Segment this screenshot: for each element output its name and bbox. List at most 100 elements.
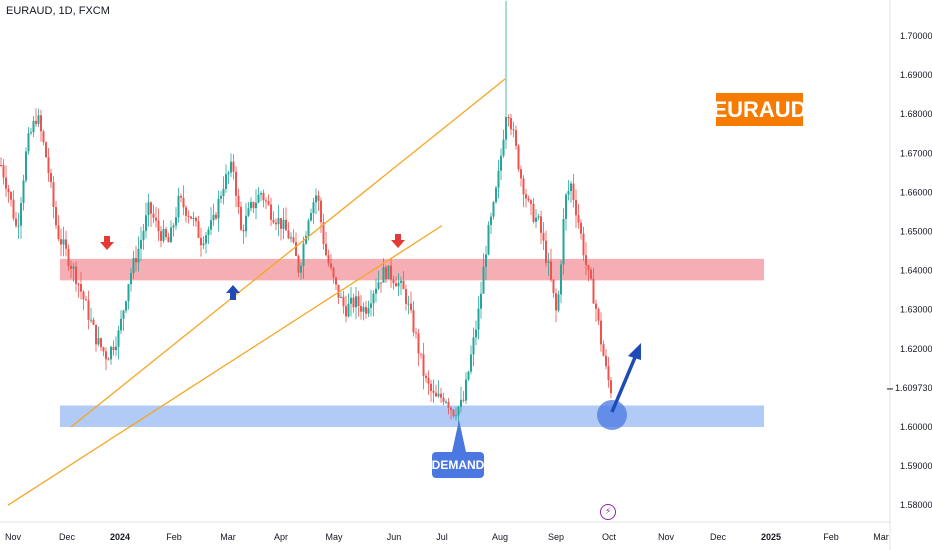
candle-body — [602, 344, 605, 356]
candle-body — [0, 165, 2, 167]
candle-body — [490, 216, 492, 225]
candle-body — [292, 237, 295, 243]
price-tick-label: 1.66000 — [900, 187, 932, 197]
candle-body — [95, 324, 97, 345]
candle-body — [52, 182, 55, 207]
candle-body — [590, 269, 592, 279]
candle-body — [85, 299, 87, 301]
candle-body — [352, 297, 355, 308]
candle-body — [177, 195, 180, 218]
candle-body — [397, 282, 400, 287]
demand-label: DEMAND — [432, 452, 484, 478]
channel-lower-line — [7, 225, 443, 506]
time-tick-label: Nov — [658, 532, 675, 542]
candle-body — [415, 332, 417, 334]
candle-body — [272, 219, 275, 223]
candle-body — [35, 120, 37, 124]
candle-body — [205, 235, 207, 244]
current-price-label: 1.60973 — [895, 383, 928, 393]
candle-body — [335, 277, 337, 285]
candle-body — [165, 229, 167, 237]
bounce-arrow-head-icon — [628, 343, 641, 360]
candle-body — [405, 289, 407, 304]
candle-body — [150, 202, 152, 214]
time-tick-label: Sep — [548, 532, 564, 542]
candle-body — [375, 288, 377, 294]
candle-body — [572, 183, 575, 201]
candle-body — [330, 263, 332, 268]
candle-body — [445, 401, 447, 403]
candle-body — [185, 207, 187, 216]
candle-body — [492, 202, 495, 217]
candle-body — [17, 225, 20, 227]
candle-body — [365, 307, 367, 314]
candle-body — [145, 215, 147, 231]
symbol-badge: EURAUD — [712, 93, 807, 126]
lightning-icon[interactable]: ⚡ — [600, 504, 616, 520]
candle-body — [327, 255, 330, 264]
candle-body — [437, 393, 440, 397]
candle-body — [20, 203, 22, 226]
candle-body — [600, 320, 602, 345]
candle-body — [312, 202, 315, 214]
price-tick-label: 1.59000 — [900, 461, 932, 471]
candle-body — [235, 171, 237, 196]
candle-body — [595, 303, 597, 309]
candle-body — [547, 261, 550, 263]
blue-up-arrow-icon — [226, 285, 240, 300]
candle-body — [430, 383, 432, 391]
candle-body — [342, 296, 345, 307]
candle-body — [262, 192, 265, 201]
candle-body — [162, 229, 165, 241]
candle-body — [90, 319, 92, 321]
candle-body — [100, 338, 102, 348]
candle-body — [102, 347, 105, 352]
candle-body — [77, 283, 80, 285]
candle-body — [275, 222, 277, 225]
candle-body — [225, 174, 227, 189]
candle-body — [537, 216, 540, 218]
candle-body — [387, 265, 390, 279]
candle-body — [470, 354, 472, 372]
candle-body — [237, 195, 240, 207]
candle-body — [402, 280, 405, 290]
candle-body — [487, 224, 490, 255]
candle-body — [385, 267, 387, 279]
candle-body — [142, 230, 145, 240]
candle-body — [420, 353, 422, 355]
candle-body — [82, 291, 85, 300]
candle-body — [597, 308, 600, 321]
candle-body — [577, 215, 580, 223]
demand-zone — [60, 405, 764, 427]
time-tick-label: 2025 — [761, 532, 781, 542]
candle-body — [460, 399, 462, 407]
candle-body — [455, 415, 457, 417]
demand-pointer — [452, 420, 466, 452]
candle-body — [47, 157, 50, 174]
candle-body — [252, 201, 255, 209]
candle-body — [317, 195, 320, 201]
candle-body — [382, 267, 385, 283]
candle-body — [120, 318, 122, 331]
candle-body — [115, 346, 117, 351]
candle-body — [222, 188, 225, 196]
candle-body — [457, 406, 460, 416]
candle-body — [477, 308, 480, 330]
candle-body — [195, 217, 197, 222]
price-tick-label: 1.70000 — [900, 31, 932, 41]
resistance-zone — [60, 258, 764, 281]
candle-body — [167, 236, 170, 243]
candle-body — [512, 129, 515, 131]
candle-body — [525, 194, 527, 199]
candle-body — [302, 243, 305, 266]
candle-body — [227, 172, 230, 175]
candle-body — [282, 219, 285, 229]
time-tick-label: Oct — [602, 532, 617, 542]
candle-body — [287, 230, 290, 239]
candle-body — [370, 303, 372, 308]
candle-body — [127, 284, 130, 302]
candle-body — [377, 282, 380, 289]
candle-body — [197, 221, 200, 238]
candle-body — [347, 303, 350, 317]
